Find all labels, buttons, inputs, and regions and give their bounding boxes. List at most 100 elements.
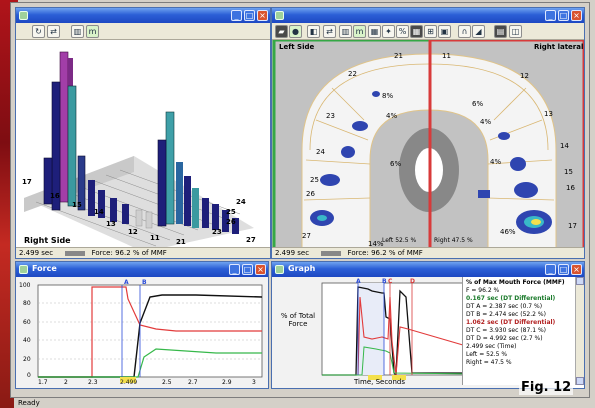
- tooth-pct: 46%: [500, 228, 516, 236]
- tooth-number: 15: [564, 168, 573, 176]
- axis-label: 11: [150, 234, 160, 242]
- refresh-icon[interactable]: ↻: [32, 25, 45, 38]
- marker-d: D: [410, 278, 415, 285]
- legend-item: 1.062 sec (DT Differential): [466, 319, 556, 326]
- status-time: 2.499 sec: [19, 249, 54, 257]
- legend-item: Left = 52.5 %: [466, 351, 508, 358]
- tooth-number: 14: [560, 142, 569, 150]
- legend-scrollbar[interactable]: [575, 277, 584, 385]
- window-title: Force: [32, 264, 57, 273]
- histogram-window: _ □ × ↻ ⇄ ▥ m: [15, 7, 271, 259]
- view-icon[interactable]: ◧: [307, 25, 320, 38]
- axis-label: 26: [226, 218, 236, 226]
- minimize-button[interactable]: _: [545, 264, 556, 275]
- y-tick: 40: [23, 337, 31, 344]
- save-icon[interactable]: ▤: [494, 25, 507, 38]
- maximize-button[interactable]: □: [558, 264, 569, 275]
- tooth-pct: 4%: [480, 118, 492, 126]
- x-tick: 2: [64, 379, 68, 386]
- legend-heading: % of Max Mouth Force (MMF): [466, 279, 565, 286]
- y-tick: 20: [23, 356, 31, 363]
- force-window: Force _ □ × 100 80 60 40 20 0 1.7: [15, 261, 269, 389]
- tooth-number: 27: [302, 232, 311, 240]
- tooth-number: 21: [394, 52, 403, 60]
- axis-label: 13: [106, 220, 116, 228]
- swap-icon[interactable]: ⇄: [323, 25, 336, 38]
- maximize-button[interactable]: □: [244, 10, 255, 21]
- left-percent: Left 52.5 %: [382, 237, 417, 244]
- axis-label: 21: [176, 238, 186, 246]
- x-tick: 2.7: [188, 379, 198, 386]
- right-side-label: Right lateral: [534, 43, 584, 51]
- close-button[interactable]: ×: [255, 264, 266, 275]
- tooth-number: 26: [306, 190, 315, 198]
- status-force: Force: 96.2 % of MMF: [347, 249, 423, 257]
- status-time: 2.499 sec: [275, 249, 310, 257]
- maximize-button[interactable]: □: [558, 10, 569, 21]
- arch-icon[interactable]: ∩: [458, 25, 471, 38]
- tooth-number: 22: [348, 70, 357, 78]
- close-button[interactable]: ×: [571, 10, 582, 21]
- arch-force-map: [272, 40, 584, 250]
- tooth-number: 12: [520, 72, 529, 80]
- x-tick: 3: [252, 379, 256, 386]
- graph-window: Graph _ □ × % of Total Force Time, Secon…: [271, 261, 585, 389]
- minimize-button[interactable]: _: [545, 10, 556, 21]
- minimize-button[interactable]: _: [229, 264, 240, 275]
- record-icon[interactable]: ●: [289, 25, 302, 38]
- histogram-statusbar: 2.499 sec Force: 96.2 % of MMF: [16, 247, 270, 258]
- legend-item: F = 96.2 %: [466, 287, 500, 294]
- y-tick: 80: [23, 300, 31, 307]
- close-button[interactable]: ×: [257, 10, 268, 21]
- axis-label: 24: [236, 198, 246, 206]
- movie-icon[interactable]: m: [353, 25, 366, 38]
- corner-icon[interactable]: ◢: [472, 25, 485, 38]
- frames-icon[interactable]: ▥: [339, 25, 352, 38]
- y-tick: 100: [19, 282, 31, 289]
- figure-label: Fig. 12: [519, 380, 574, 395]
- force-plot: [16, 277, 268, 388]
- histogram-toolbar: ↻ ⇄ ▥ m: [16, 23, 270, 40]
- open-icon[interactable]: ▰: [275, 25, 288, 38]
- legend-item: DT B = 2.474 sec (52.2 %): [466, 311, 546, 318]
- right-percent: Right 47.5 %: [434, 237, 473, 244]
- plus-grid-icon[interactable]: ⊞: [424, 25, 437, 38]
- graph-titlebar[interactable]: Graph _ □ ×: [272, 262, 584, 277]
- contour-icon[interactable]: ▦: [410, 25, 423, 38]
- legend-item: DT A = 2.387 sec (0.7 %): [466, 303, 543, 310]
- close-button[interactable]: ×: [571, 264, 582, 275]
- grid-icon[interactable]: ▦: [368, 25, 381, 38]
- histogram-titlebar[interactable]: _ □ ×: [16, 8, 270, 23]
- histogram-3d-plot: [24, 51, 254, 250]
- swap-icon[interactable]: ⇄: [47, 25, 60, 38]
- movie-icon[interactable]: m: [86, 25, 99, 38]
- axis-label: 25: [226, 208, 236, 216]
- y-tick: 60: [23, 319, 31, 326]
- minimize-button[interactable]: _: [231, 10, 242, 21]
- x-tick: 1.7: [38, 379, 48, 386]
- x-tick: 2.3: [88, 379, 98, 386]
- legend-item: Right = 47.5 %: [466, 359, 512, 366]
- percent-icon[interactable]: %: [396, 25, 409, 38]
- axis-label: 15: [72, 201, 82, 209]
- tooth-pct: 4%: [490, 158, 502, 166]
- page-icon[interactable]: ◫: [509, 25, 522, 38]
- axis-label: 23: [212, 228, 222, 236]
- tooth-number: 24: [316, 148, 325, 156]
- box-icon[interactable]: ▣: [438, 25, 451, 38]
- scroll-up-icon[interactable]: [576, 277, 584, 285]
- tooth-number: 17: [568, 222, 577, 230]
- tooth-number: 13: [544, 110, 553, 118]
- window-title: Graph: [288, 264, 316, 273]
- star-icon[interactable]: ✦: [382, 25, 395, 38]
- tooth-pct: 6%: [472, 100, 484, 108]
- scroll-down-icon[interactable]: [576, 377, 584, 385]
- maximize-button[interactable]: □: [242, 264, 253, 275]
- tooth-number: 16: [566, 184, 575, 192]
- status-separator-icon: [65, 250, 86, 256]
- force-titlebar[interactable]: Force _ □ ×: [16, 262, 268, 277]
- axis-label: 17: [22, 178, 32, 186]
- legend-item: DT D = 4.992 sec (2.7 %): [466, 335, 543, 342]
- arch-titlebar[interactable]: _ □ ×: [272, 8, 584, 23]
- frames-icon[interactable]: ▥: [71, 25, 84, 38]
